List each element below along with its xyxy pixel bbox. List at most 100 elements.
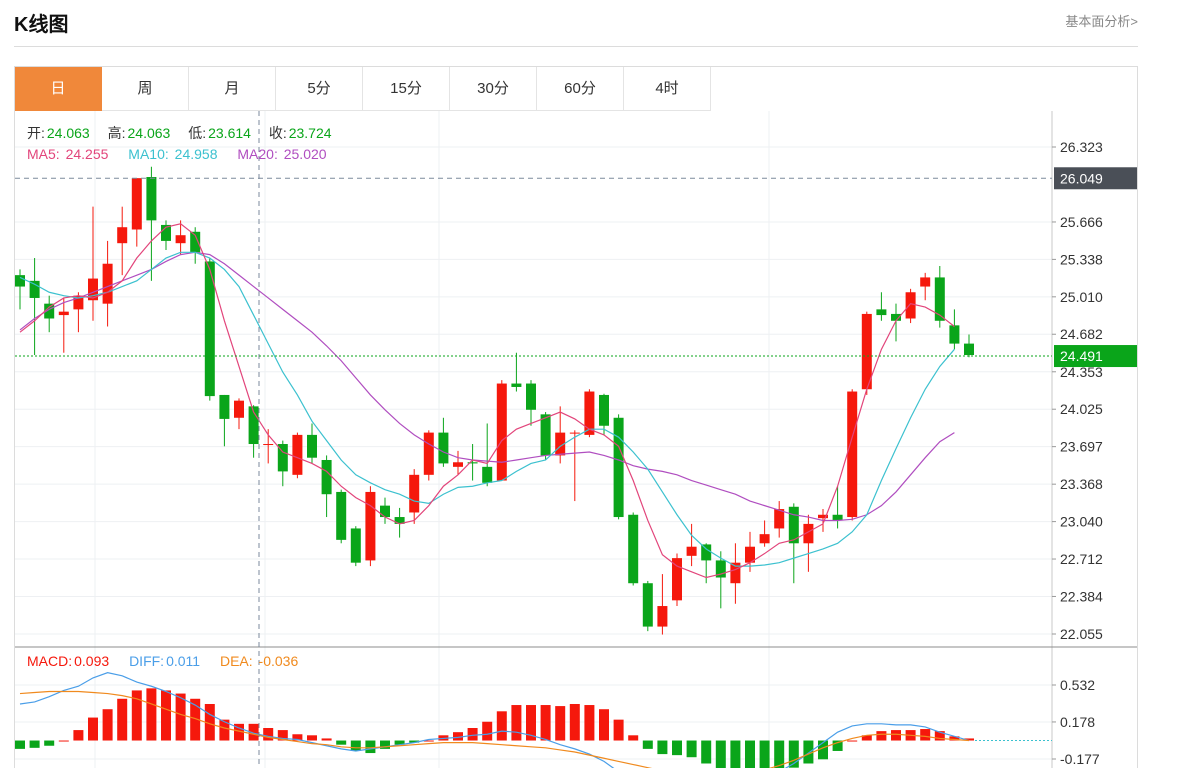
candle-body bbox=[745, 546, 755, 563]
candle-body bbox=[423, 432, 434, 475]
macd-bar bbox=[29, 740, 40, 748]
candle-body bbox=[380, 505, 390, 518]
candle-body bbox=[219, 394, 230, 419]
candle-body bbox=[847, 391, 858, 518]
candle-body bbox=[73, 295, 84, 310]
ma20-label: MA20: bbox=[237, 146, 282, 162]
candle-body bbox=[555, 432, 566, 456]
tab-period[interactable]: 日 bbox=[15, 67, 102, 111]
crosshair-price-label: 26.049 bbox=[1060, 170, 1103, 186]
macd-bar bbox=[190, 698, 201, 741]
macd-bar bbox=[117, 698, 128, 741]
price-tick-label: 22.055 bbox=[1060, 626, 1103, 642]
candle-body bbox=[131, 178, 142, 230]
fundamental-analysis-link[interactable]: 基本面分析> bbox=[1065, 14, 1138, 29]
candle-body bbox=[365, 491, 376, 561]
price-tick-label: 23.368 bbox=[1060, 476, 1103, 492]
dea-value: -0.036 bbox=[258, 653, 299, 669]
candle-body bbox=[467, 462, 478, 464]
macd-bar bbox=[453, 732, 463, 741]
macd-bar bbox=[161, 690, 171, 741]
candle-body bbox=[409, 474, 420, 513]
macd-bar bbox=[672, 740, 682, 756]
macd-bar bbox=[686, 740, 697, 758]
candle-body bbox=[350, 528, 361, 563]
macd-bar bbox=[482, 721, 493, 741]
macd-bar bbox=[496, 711, 507, 741]
macd-bar bbox=[701, 740, 712, 764]
tab-period[interactable]: 15分 bbox=[363, 67, 450, 111]
macd-label: MACD: bbox=[27, 653, 73, 669]
candle-body bbox=[934, 277, 945, 321]
candle-body bbox=[190, 231, 201, 253]
macd-bar bbox=[832, 740, 843, 751]
macd-bar bbox=[555, 706, 566, 741]
tab-period[interactable]: 周 bbox=[102, 67, 189, 111]
diff-value: 0.011 bbox=[166, 653, 201, 669]
macd-bar bbox=[657, 740, 668, 755]
price-tick-label: 24.682 bbox=[1060, 326, 1103, 342]
tab-period[interactable]: 月 bbox=[189, 67, 276, 111]
macd-bar bbox=[861, 735, 872, 741]
candle-body bbox=[891, 313, 901, 321]
candle-body bbox=[818, 514, 828, 519]
candle-body bbox=[876, 309, 887, 316]
candle-body bbox=[730, 562, 741, 584]
candle-body bbox=[482, 466, 493, 483]
macd-bar bbox=[891, 730, 901, 741]
candle-body bbox=[292, 434, 303, 475]
macd-bar bbox=[599, 709, 609, 741]
low-label: 低: bbox=[188, 125, 207, 141]
candle-body bbox=[496, 383, 507, 481]
macd-bar bbox=[380, 740, 390, 749]
price-tick-label: 25.338 bbox=[1060, 251, 1103, 267]
price-axis: 26.323 25.666 25.338 25.010 24.682 24.353 24.0… bbox=[1052, 139, 1103, 767]
page-title: K线图 bbox=[14, 14, 69, 36]
dea-label: DEA: bbox=[219, 653, 257, 669]
candle-body bbox=[263, 444, 274, 446]
candle-body bbox=[584, 391, 595, 435]
macd-bar bbox=[234, 723, 244, 741]
price-tick-label: 24.353 bbox=[1060, 364, 1103, 380]
ma5-line bbox=[19, 223, 955, 579]
diff-line bbox=[19, 672, 970, 768]
macd-bar bbox=[540, 705, 551, 741]
candle-body bbox=[715, 560, 726, 578]
candle-body bbox=[672, 558, 682, 601]
macd-bar bbox=[715, 740, 726, 768]
macd-bar bbox=[73, 730, 84, 741]
candle-body bbox=[15, 275, 25, 287]
macd-bar bbox=[423, 740, 434, 742]
candle-body bbox=[861, 313, 872, 390]
macd-bar bbox=[88, 717, 98, 741]
tab-period[interactable]: 4时 bbox=[624, 67, 711, 111]
candle-body bbox=[686, 546, 697, 556]
macd-bar bbox=[146, 688, 157, 741]
diff-label: DIFF: bbox=[129, 653, 165, 669]
candle-body bbox=[321, 459, 332, 495]
candle-body bbox=[701, 544, 712, 561]
kline-chart[interactable]: 26.323 25.666 25.338 25.010 24.682 24.353 24.0… bbox=[15, 67, 1138, 768]
macd-bar bbox=[569, 703, 580, 741]
last-price-bg bbox=[1054, 345, 1137, 368]
macd-bar bbox=[131, 690, 142, 741]
candle-body bbox=[175, 235, 186, 244]
tab-period[interactable]: 5分 bbox=[276, 67, 363, 111]
macd-bar bbox=[248, 723, 259, 741]
macd-bar bbox=[964, 738, 974, 741]
macd-bar bbox=[350, 740, 361, 751]
tab-period[interactable]: 60分 bbox=[537, 67, 624, 111]
open-value: 24.063 bbox=[46, 125, 90, 141]
macd-bar bbox=[774, 740, 785, 768]
ohlc-info: 开: 24.063 高: 24.063 低: 23.614 收: 23.724 bbox=[27, 123, 334, 143]
candle-body bbox=[307, 434, 317, 458]
candle-body bbox=[759, 534, 770, 544]
candle-body bbox=[204, 261, 215, 397]
price-tick-label: 25.666 bbox=[1060, 214, 1103, 230]
candle-body bbox=[248, 406, 259, 445]
close-label: 收: bbox=[268, 125, 287, 141]
candle-body bbox=[526, 383, 536, 410]
macd-bar bbox=[44, 740, 55, 746]
tab-period[interactable]: 30分 bbox=[450, 67, 537, 111]
price-tick-label: 26.323 bbox=[1060, 139, 1103, 155]
